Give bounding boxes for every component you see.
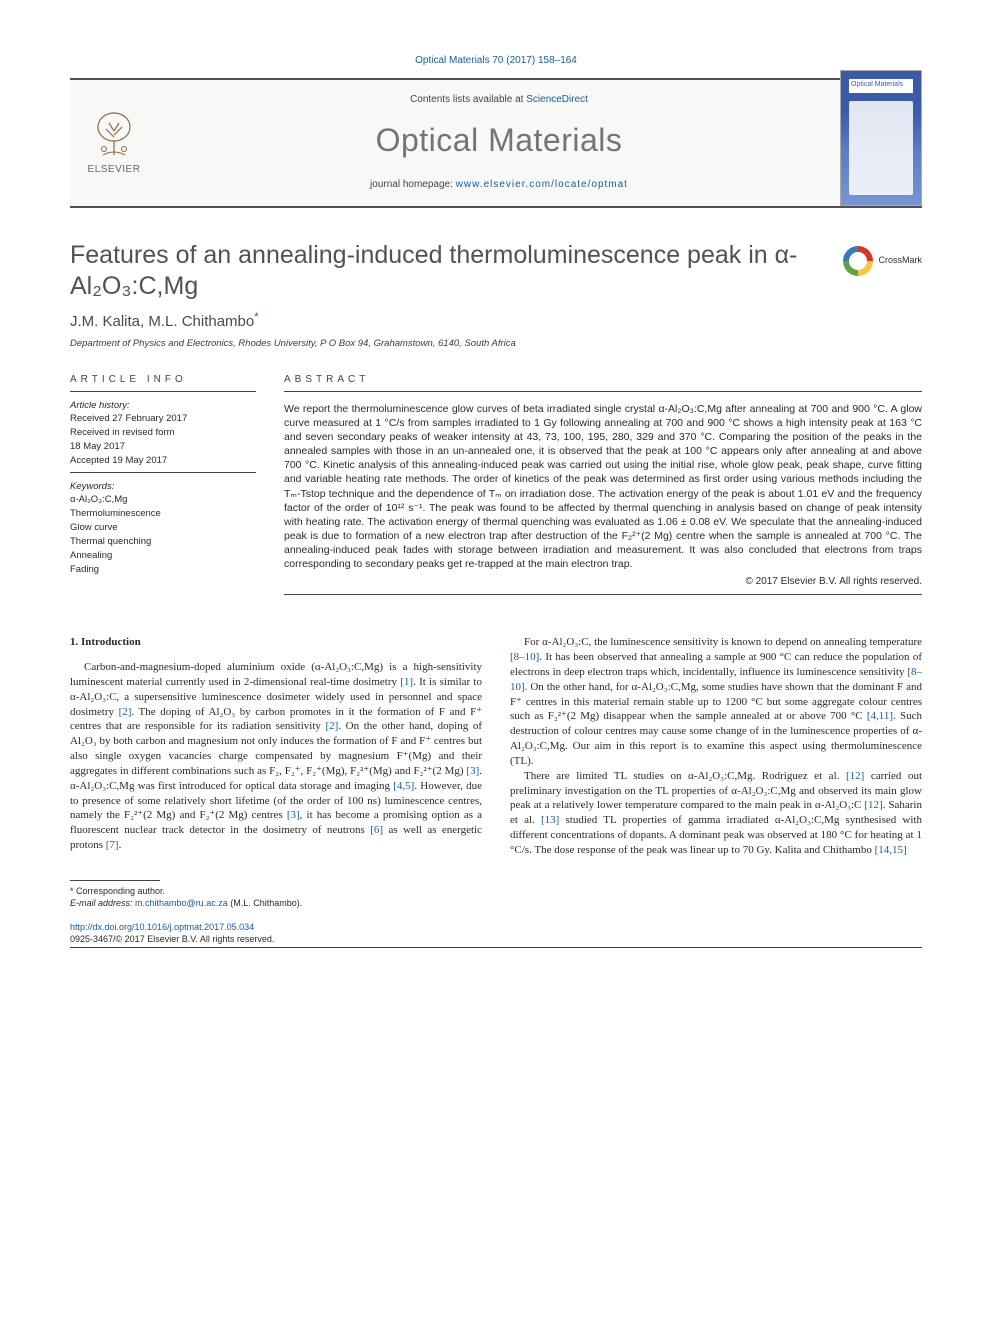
affiliation: Department of Physics and Electronics, R… <box>70 338 922 351</box>
keyword-item: α-Al₂O₃:C,Mg <box>70 494 256 507</box>
history-revised-line2: 18 May 2017 <box>70 441 256 454</box>
ref-link[interactable]: [2] <box>326 720 339 732</box>
history-revised-line1: Received in revised form <box>70 427 256 440</box>
journal-title: Optical Materials <box>376 119 623 162</box>
keyword-item: Thermoluminescence <box>70 508 256 521</box>
journal-homepage-link[interactable]: www.elsevier.com/locate/optmat <box>456 179 628 190</box>
body-text: For α-Al₂O₃:C, the luminescence sensitiv… <box>524 636 922 648</box>
body-columns: 1. Introduction Carbon-and-magnesium-dop… <box>70 635 922 858</box>
ref-link[interactable]: [12] <box>846 770 864 782</box>
doi-link[interactable]: http://dx.doi.org/10.1016/j.optmat.2017.… <box>70 922 254 932</box>
elsevier-tree-icon <box>89 109 139 159</box>
ref-link[interactable]: [3] <box>287 809 300 821</box>
email-link[interactable]: m.chithambo@ru.ac.za <box>135 898 228 908</box>
crossmark-icon <box>843 246 873 276</box>
article-info-heading: ARTICLE INFO <box>70 373 256 387</box>
abstract-heading: ABSTRACT <box>284 373 922 387</box>
abstract-copyright: © 2017 Elsevier B.V. All rights reserved… <box>284 575 922 589</box>
history-accepted: Accepted 19 May 2017 <box>70 455 256 468</box>
crossmark-label: CrossMark <box>878 254 922 266</box>
body-text: . On the other hand, for α-Al₂O₃:C,Mg, s… <box>510 681 922 723</box>
contents-list-line: Contents lists available at ScienceDirec… <box>410 93 588 107</box>
ref-link[interactable]: [6] <box>370 824 383 836</box>
ref-link[interactable]: [3] <box>466 765 479 777</box>
keyword-item: Thermal quenching <box>70 536 256 549</box>
ref-link[interactable]: [4,5] <box>393 780 414 792</box>
ref-link[interactable]: [2] <box>119 706 132 718</box>
bottom-rule <box>70 947 922 948</box>
corresponding-mark: * <box>254 311 258 323</box>
crossmark-badge[interactable]: CrossMark <box>843 246 922 276</box>
doi-block: http://dx.doi.org/10.1016/j.optmat.2017.… <box>70 921 922 945</box>
abstract-text: We report the thermoluminescence glow cu… <box>284 402 922 572</box>
history-label: Article history: <box>70 400 256 413</box>
cover-label: Optical Materials <box>851 80 903 89</box>
ref-link[interactable]: [12] <box>864 799 882 811</box>
journal-cover-thumb: Optical Materials <box>840 70 922 206</box>
contents-prefix: Contents lists available at <box>410 94 526 105</box>
homepage-prefix: journal homepage: <box>370 179 456 190</box>
body-text: . It has been observed that annealing a … <box>510 651 922 678</box>
ref-link[interactable]: [8–10] <box>510 651 539 663</box>
sciencedirect-link[interactable]: ScienceDirect <box>526 94 588 105</box>
intro-paragraph: For α-Al₂O₃:C, the luminescence sensitiv… <box>510 635 922 769</box>
intro-paragraph: There are limited TL studies on α-Al₂O₃:… <box>510 769 922 858</box>
email-label: E-mail address: <box>70 898 135 908</box>
corresponding-author-note: * Corresponding author. <box>70 885 922 897</box>
ref-link[interactable]: [1] <box>400 676 413 688</box>
authors-line: J.M. Kalita, M.L. Chithambo* <box>70 312 922 332</box>
keyword-item: Annealing <box>70 550 256 563</box>
body-text: There are limited TL studies on α-Al₂O₃:… <box>524 770 846 782</box>
ref-link[interactable]: [14,15] <box>875 844 907 856</box>
keyword-item: Fading <box>70 564 256 577</box>
footnotes: * Corresponding author. E-mail address: … <box>70 880 922 909</box>
keywords-label: Keywords: <box>70 481 256 494</box>
elsevier-logo: ELSEVIER <box>70 80 158 206</box>
keyword-item: Glow curve <box>70 522 256 535</box>
ref-link[interactable]: [4,11] <box>867 710 893 722</box>
elsevier-wordmark: ELSEVIER <box>88 163 141 177</box>
section-heading: 1. Introduction <box>70 635 482 650</box>
body-text: . <box>119 839 122 851</box>
article-info-block: ARTICLE INFO Article history: Received 2… <box>70 373 256 605</box>
email-person: (M.L. Chithambo). <box>228 898 303 908</box>
history-received: Received 27 February 2017 <box>70 413 256 426</box>
abstract-block: ABSTRACT We report the thermoluminescenc… <box>284 373 922 605</box>
body-text: studied TL properties of gamma irradiate… <box>510 814 922 856</box>
authors-names: J.M. Kalita, M.L. Chithambo <box>70 313 254 330</box>
email-line: E-mail address: m.chithambo@ru.ac.za (M.… <box>70 897 922 909</box>
intro-paragraph: Carbon-and-magnesium-doped aluminium oxi… <box>70 660 482 853</box>
journal-homepage-line: journal homepage: www.elsevier.com/locat… <box>370 178 628 192</box>
issn-copyright-line: 0925-3467/© 2017 Elsevier B.V. All right… <box>70 933 922 945</box>
ref-link[interactable]: [7] <box>106 839 119 851</box>
ref-link[interactable]: [13] <box>541 814 559 826</box>
header-citation: Optical Materials 70 (2017) 158–164 <box>70 54 922 68</box>
journal-header: ELSEVIER Contents lists available at Sci… <box>70 78 922 208</box>
article-title: Features of an annealing-induced thermol… <box>70 240 827 303</box>
